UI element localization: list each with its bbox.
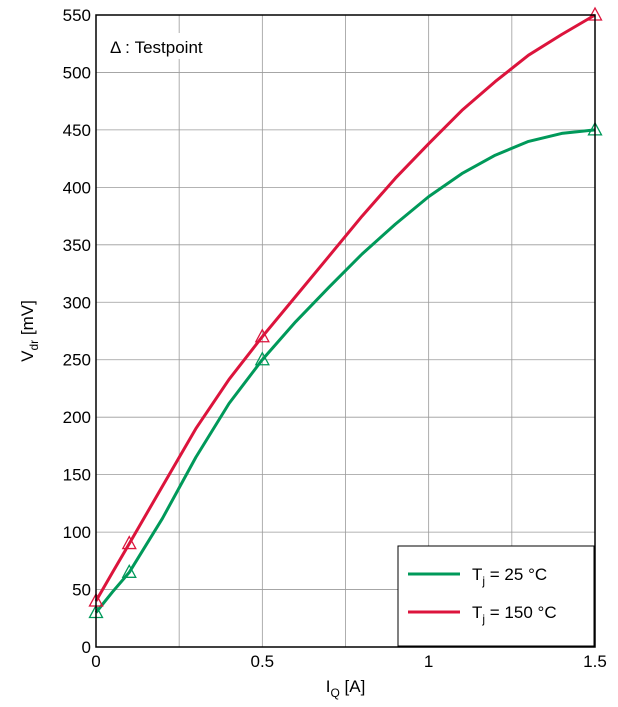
series-line-0 xyxy=(94,128,596,614)
grid xyxy=(95,14,596,648)
x-tick-label: 1.5 xyxy=(583,652,607,671)
y-tick-label: 50 xyxy=(72,581,91,600)
x-tick-label: 0.5 xyxy=(251,652,275,671)
y-tick-label: 400 xyxy=(63,178,91,197)
y-tick-label: 500 xyxy=(63,63,91,82)
y-tick-label: 100 xyxy=(63,523,91,542)
y-tick-label: 450 xyxy=(63,121,91,140)
testpoint-marker xyxy=(254,351,270,366)
legend-box xyxy=(397,545,595,647)
legend-label-1: Tj = 150 °C xyxy=(472,603,557,626)
series-line-1 xyxy=(94,13,596,602)
y-tick-label: 0 xyxy=(82,638,91,657)
y-tick-label: 300 xyxy=(63,293,91,312)
testpoint-marker xyxy=(254,328,270,343)
y-tick-label: 250 xyxy=(63,351,91,370)
y-axis-label: Vdr [mV] xyxy=(18,300,41,362)
y-tick-label: 350 xyxy=(63,236,91,255)
x-axis-label: IQ [A] xyxy=(326,677,366,700)
y-tick-label: 200 xyxy=(63,408,91,427)
annotation-box: Δ : Testpoint xyxy=(102,33,238,59)
testpoint-annotation: Δ : Testpoint xyxy=(110,38,203,57)
testpoint-marker xyxy=(121,563,137,578)
testpoint-marker xyxy=(121,535,137,550)
y-tick-label: 550 xyxy=(63,6,91,25)
series-layer xyxy=(94,13,596,614)
x-tick-label: 0 xyxy=(91,652,100,671)
plot-frame xyxy=(95,14,596,648)
legend: Tj = 25 °C Tj = 150 °C xyxy=(397,545,595,647)
y-tick-label: 150 xyxy=(63,466,91,485)
x-tick-label: 1 xyxy=(424,652,433,671)
legend-label-0: Tj = 25 °C xyxy=(472,565,547,588)
tick-labels: 0 0.5 1 1.5 0 50 100 150 200 250 300 350 400 450 500 55… xyxy=(63,6,607,671)
